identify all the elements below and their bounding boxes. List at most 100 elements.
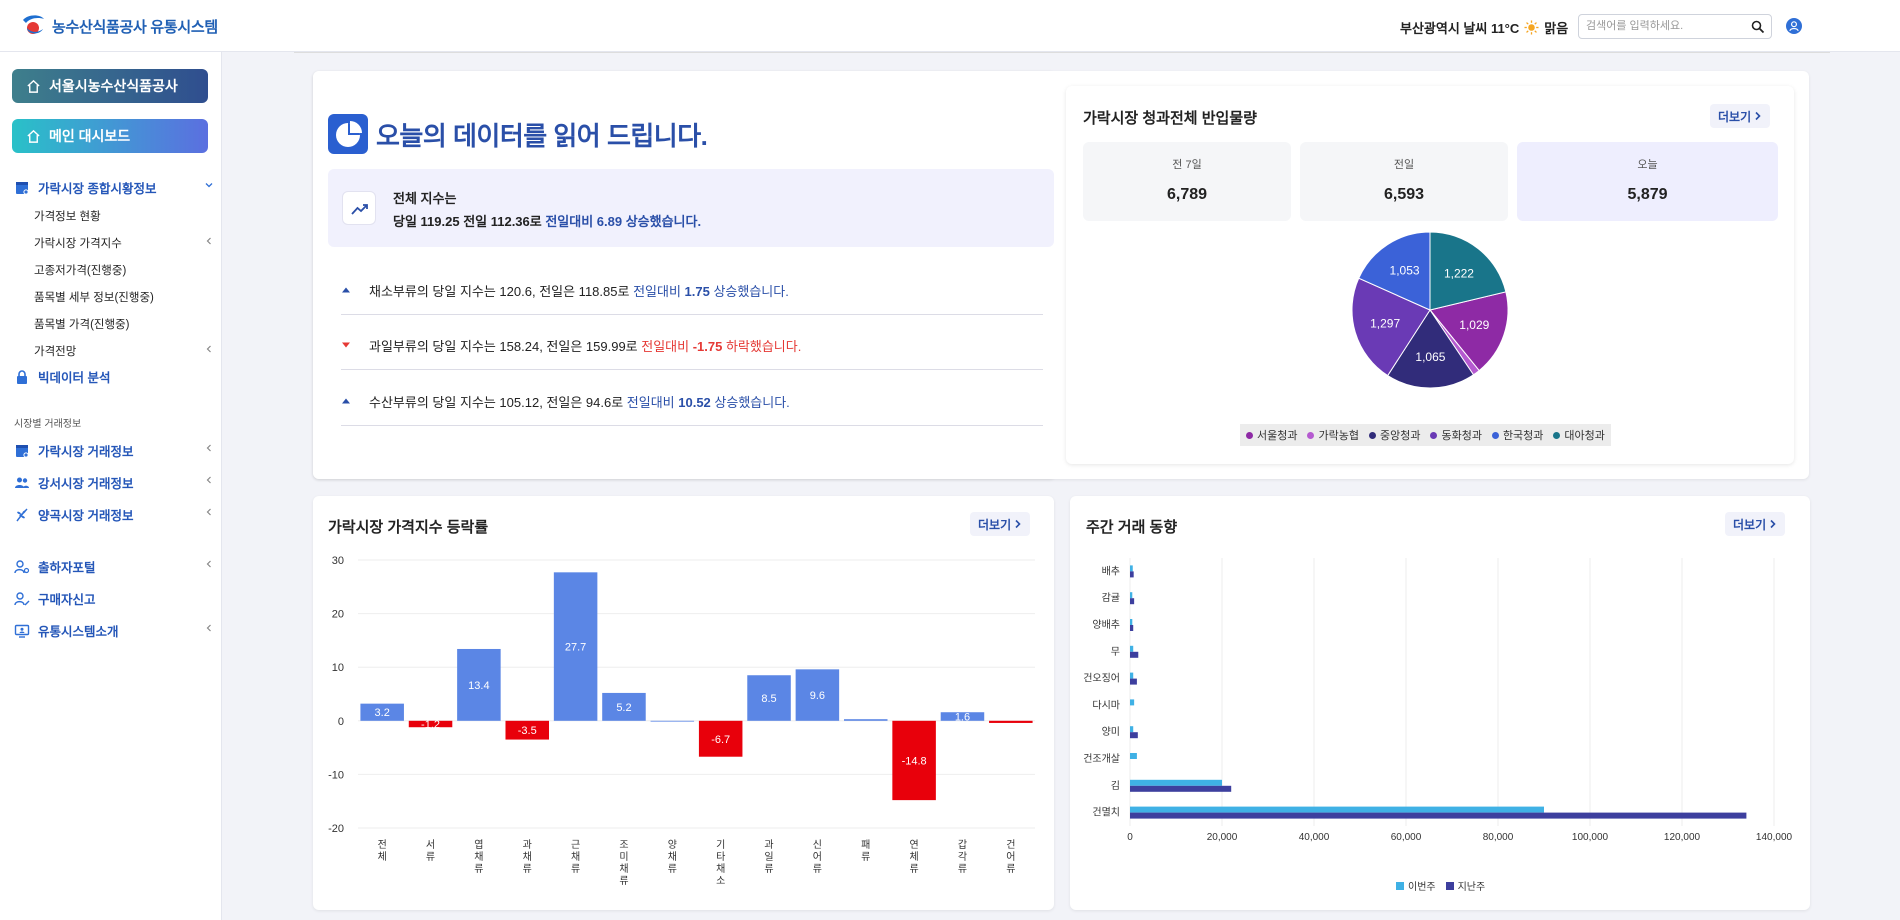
bar <box>1130 651 1139 658</box>
x-tick-label: 연 <box>910 839 919 851</box>
x-tick-label: 갑 <box>958 839 967 851</box>
nav-system-intro[interactable]: 유통시스템소개 <box>14 621 214 640</box>
legend-label: 서울청과 <box>1257 430 1298 442</box>
user-icon[interactable] <box>1786 18 1802 34</box>
legend-item[interactable]: 중앙청과 <box>1368 427 1420 443</box>
bar <box>989 720 1033 723</box>
nav-buyer-report[interactable]: 구매자신고 <box>14 589 214 608</box>
legend-item[interactable]: 가락농협 <box>1307 427 1359 443</box>
volume-more-button[interactable]: 더보기 <box>1710 104 1771 128</box>
pie-chart-icon <box>328 114 368 154</box>
nav-garak-trade-label: 가락시장 거래정보 <box>38 445 134 459</box>
main-dashboard-button[interactable]: 메인 대시보드 <box>12 119 208 153</box>
row-text: 채소부류의 당일 지수는 120.6, 전일은 118.85로 <box>369 284 634 299</box>
weather-status: 맑음 <box>1544 21 1569 36</box>
nav-gangseo-trade[interactable]: 강서시장 거래정보 <box>14 473 214 492</box>
legend-item[interactable]: 지난주 <box>1445 878 1485 893</box>
more-label: 더보기 <box>1718 109 1752 124</box>
search-icon[interactable] <box>1751 20 1765 34</box>
bar <box>1130 645 1134 652</box>
y-tick-label: 감귤 <box>1102 592 1120 604</box>
sub-item-price-forecast[interactable]: 가격전망 <box>34 343 214 359</box>
arrow-up-icon <box>342 398 350 404</box>
weekly-more-button[interactable]: 더보기 <box>1725 512 1786 536</box>
legend-item[interactable]: 이번주 <box>1396 878 1436 893</box>
legend-label: 동화청과 <box>1441 430 1482 442</box>
bar <box>602 692 646 721</box>
org-button[interactable]: 서울시농수산식품공사 <box>12 69 208 103</box>
logo[interactable]: 농수산식품공사 유통시스템 <box>20 14 218 38</box>
index-bar-chart: 3020100-10-203.2전체-1.2서류13.4엽채류-3.5과채류27… <box>328 555 1035 887</box>
row-highlight: 전일대비 <box>633 284 685 299</box>
x-tick-label: 일 <box>764 851 773 863</box>
grain-icon <box>16 507 28 521</box>
home-icon <box>27 79 40 93</box>
x-tick-label: 건 <box>1006 839 1015 851</box>
legend-item[interactable]: 한국청과 <box>1491 427 1543 443</box>
x-tick-label: 채 <box>523 851 532 863</box>
sub-item-price-status[interactable]: 가격정보 현황 <box>34 208 214 224</box>
nav-shipper-portal[interactable]: 출하자포털 <box>14 557 214 576</box>
legend-item[interactable]: 서울청과 <box>1246 427 1297 443</box>
stat-today: 오늘 5,879 <box>1517 142 1778 221</box>
summary-line2-highlight: 전일대비 6.89 상승했습니다. <box>545 214 702 229</box>
sub-item-high-low-price[interactable]: 고종저가격(진행중) <box>34 262 214 278</box>
bar <box>1130 672 1134 679</box>
weekly-card <box>1070 496 1810 910</box>
chevron-left-icon <box>206 624 211 632</box>
stat-prev-day: 전일 6,593 <box>1300 142 1508 221</box>
row-highlight: 하락했습니다. <box>722 339 802 354</box>
bar <box>1130 699 1135 706</box>
more-label: 더보기 <box>1733 517 1767 532</box>
x-tick-label: 체 <box>378 851 387 863</box>
legend-dot <box>1307 431 1315 439</box>
org-button-label: 서울시농수산식품공사 <box>49 78 178 94</box>
y-tick-label: 10 <box>332 662 344 674</box>
nav-gangseo-trade-label: 강서시장 거래정보 <box>38 477 134 491</box>
nav-garak-trade[interactable]: 가락시장 거래정보 <box>14 441 214 460</box>
pie-slice <box>1387 309 1475 389</box>
sub-item-item-detail[interactable]: 품목별 세부 정보(진행중) <box>34 289 214 305</box>
sub-item-label: 품목별 세부 정보(진행중) <box>34 292 154 304</box>
row-highlight-value: 10.52 <box>678 395 711 410</box>
row-highlight: 전일대비 <box>626 395 679 410</box>
x-tick-label: 채 <box>474 851 483 863</box>
total-index-summary: 전체 지수는 당일 119.25 전일 112.36로 전일대비 6.89 상승… <box>328 169 1054 247</box>
sub-item-label: 품목별 가격(진행중) <box>34 319 130 331</box>
chevron-right-icon <box>1015 519 1021 529</box>
bar <box>1130 565 1133 572</box>
bar-data-label: -6.7 <box>711 734 730 746</box>
x-tick-label: 패 <box>861 839 870 851</box>
legend-item[interactable]: 동화청과 <box>1430 427 1482 443</box>
stat-label: 오늘 <box>1637 159 1658 171</box>
store-icon <box>16 444 29 458</box>
row-highlight-value: 1.75 <box>684 284 710 299</box>
nav-grain-trade[interactable]: 양곡시장 거래정보 <box>14 505 214 524</box>
bar-data-label: -3.5 <box>518 725 537 737</box>
legend-label: 이번주 <box>1408 882 1436 893</box>
bar <box>940 712 985 721</box>
bar <box>457 648 501 721</box>
y-tick-label: 무 <box>1111 647 1120 658</box>
x-tick-label: 미 <box>619 851 628 863</box>
chevron-left-icon <box>206 560 211 568</box>
legend-label: 대아청과 <box>1564 430 1605 442</box>
legend-item[interactable]: 대아청과 <box>1553 427 1605 443</box>
chevron-right-icon <box>1770 519 1776 529</box>
nav-bigdata[interactable]: 빅데이터 분석 <box>14 367 214 386</box>
sub-item-item-price[interactable]: 품목별 가격(진행중) <box>34 316 214 332</box>
x-tick-label: 80,000 <box>1483 832 1514 843</box>
nav-market-info[interactable]: 가락시장 종합시황정보 <box>14 178 214 197</box>
bar-data-label: 3.2 <box>375 707 390 719</box>
x-tick-label: 0 <box>1127 832 1133 843</box>
bar <box>892 720 936 801</box>
x-tick-label: 서 <box>426 839 435 851</box>
bar <box>408 720 453 728</box>
user-gear-icon <box>14 559 30 573</box>
x-tick-label: 과 <box>764 839 773 851</box>
index-more-button[interactable]: 더보기 <box>970 512 1031 536</box>
sub-item-price-index[interactable]: 가락시장 가격지수 <box>34 235 214 251</box>
x-tick-label: 채 <box>668 851 677 863</box>
y-tick-label: 다시마 <box>1092 699 1120 711</box>
search-input[interactable] <box>1586 20 1746 32</box>
